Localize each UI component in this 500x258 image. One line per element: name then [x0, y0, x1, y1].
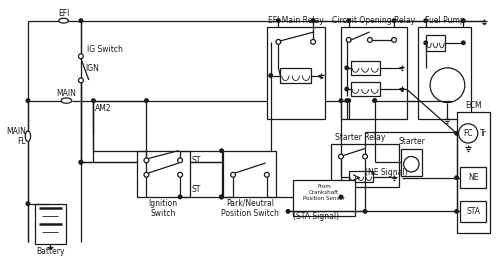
- Circle shape: [368, 37, 372, 42]
- Bar: [332, 144, 399, 187]
- Circle shape: [345, 87, 348, 91]
- Circle shape: [26, 99, 30, 102]
- Text: STA: STA: [466, 207, 480, 216]
- Bar: [350, 61, 380, 75]
- Bar: [341, 27, 406, 119]
- Circle shape: [312, 19, 315, 22]
- Circle shape: [286, 210, 290, 213]
- Text: Circuit Opening Relay: Circuit Opening Relay: [332, 17, 415, 26]
- Circle shape: [373, 99, 376, 102]
- Text: EFI Main Relay: EFI Main Relay: [268, 17, 324, 26]
- Circle shape: [338, 154, 344, 159]
- Circle shape: [178, 195, 182, 199]
- Circle shape: [78, 54, 84, 59]
- Text: FC: FC: [464, 129, 473, 138]
- Bar: [350, 82, 380, 96]
- Circle shape: [276, 39, 281, 44]
- Circle shape: [79, 19, 82, 22]
- Circle shape: [455, 176, 458, 179]
- Bar: [460, 167, 486, 188]
- Text: NE: NE: [468, 173, 478, 182]
- Circle shape: [144, 158, 149, 163]
- Bar: [426, 35, 445, 51]
- Text: IG Switch: IG Switch: [87, 45, 123, 54]
- Circle shape: [144, 99, 148, 102]
- Circle shape: [230, 172, 235, 177]
- Bar: [34, 204, 66, 244]
- Text: (NE Signal): (NE Signal): [365, 168, 408, 177]
- Text: EFI: EFI: [58, 9, 70, 18]
- Text: (STA Signal): (STA Signal): [293, 212, 339, 221]
- Circle shape: [424, 19, 428, 22]
- Circle shape: [430, 68, 465, 102]
- Circle shape: [362, 154, 368, 159]
- Text: MAIN
FL: MAIN FL: [6, 127, 26, 146]
- Ellipse shape: [61, 98, 72, 103]
- Text: Tr: Tr: [480, 129, 487, 138]
- Circle shape: [79, 160, 82, 164]
- Text: AM2: AM2: [96, 104, 112, 114]
- Circle shape: [345, 66, 348, 70]
- Circle shape: [347, 99, 350, 102]
- Circle shape: [312, 19, 315, 22]
- Bar: [267, 27, 324, 119]
- Circle shape: [92, 99, 95, 102]
- Bar: [348, 171, 373, 182]
- Circle shape: [220, 149, 224, 152]
- Bar: [280, 68, 311, 83]
- Circle shape: [404, 157, 419, 172]
- Circle shape: [220, 195, 224, 199]
- Circle shape: [340, 195, 342, 199]
- Ellipse shape: [59, 18, 69, 23]
- Circle shape: [26, 202, 30, 205]
- Circle shape: [178, 172, 182, 177]
- Circle shape: [462, 19, 465, 22]
- Text: Starter Relay: Starter Relay: [335, 133, 386, 142]
- Text: ECM: ECM: [465, 101, 482, 110]
- Text: Battery: Battery: [36, 247, 64, 256]
- Circle shape: [458, 124, 478, 143]
- Ellipse shape: [26, 131, 30, 142]
- Circle shape: [455, 210, 458, 213]
- Circle shape: [392, 19, 396, 22]
- Text: ST: ST: [192, 185, 201, 194]
- Bar: [456, 112, 490, 232]
- Text: ST: ST: [192, 156, 201, 165]
- Circle shape: [424, 41, 428, 45]
- Circle shape: [345, 99, 348, 102]
- Circle shape: [178, 158, 182, 163]
- Text: MAIN: MAIN: [56, 89, 76, 98]
- Text: Fuel Pump: Fuel Pump: [424, 17, 465, 26]
- Circle shape: [220, 195, 224, 199]
- Bar: [137, 151, 190, 197]
- Text: From
Crankshaft
Position Sensor: From Crankshaft Position Sensor: [303, 184, 345, 201]
- Circle shape: [347, 19, 350, 22]
- Bar: [418, 27, 471, 119]
- Bar: [460, 201, 486, 222]
- Circle shape: [392, 37, 396, 42]
- Bar: [224, 151, 276, 197]
- Bar: [293, 180, 356, 216]
- Circle shape: [373, 99, 376, 102]
- Circle shape: [269, 74, 272, 77]
- Circle shape: [340, 99, 342, 102]
- Circle shape: [79, 160, 82, 164]
- Circle shape: [364, 210, 367, 213]
- Text: Park/Neutral
Position Switch: Park/Neutral Position Switch: [221, 199, 279, 218]
- Circle shape: [264, 172, 269, 177]
- Circle shape: [78, 78, 84, 83]
- Circle shape: [346, 37, 351, 42]
- Circle shape: [455, 132, 458, 135]
- Text: IGN: IGN: [85, 64, 98, 73]
- Text: Starter: Starter: [399, 137, 425, 146]
- Circle shape: [310, 39, 316, 44]
- Circle shape: [276, 19, 280, 22]
- Bar: [400, 149, 422, 176]
- Circle shape: [462, 41, 465, 45]
- Text: Ignition
Switch: Ignition Switch: [148, 199, 178, 218]
- Circle shape: [144, 172, 149, 177]
